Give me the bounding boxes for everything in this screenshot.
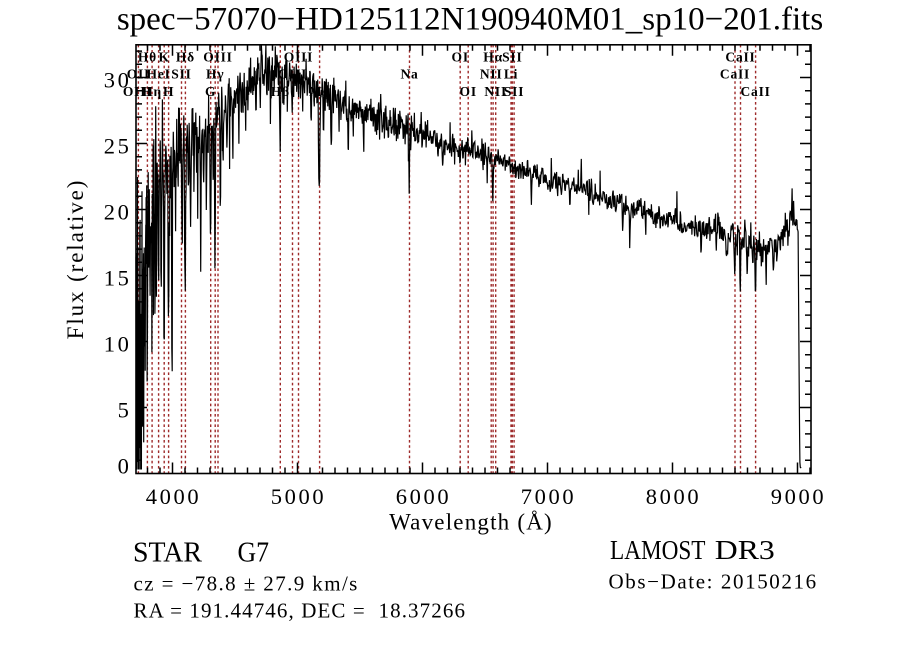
- svg-text:SII: SII: [171, 67, 191, 82]
- svg-text:STAR: STAR: [133, 537, 203, 569]
- svg-text:SII: SII: [504, 84, 524, 99]
- svg-text:5: 5: [118, 397, 132, 422]
- svg-text:Hγ: Hγ: [206, 67, 224, 82]
- svg-text:spec−57070−HD125112N190940M01_: spec−57070−HD125112N190940M01_sp10−201.f…: [117, 1, 823, 37]
- svg-text:25: 25: [104, 133, 132, 158]
- svg-text:20: 20: [104, 199, 132, 224]
- svg-text:DR3: DR3: [715, 535, 775, 565]
- svg-text:OIII: OIII: [278, 67, 307, 82]
- svg-text:4000: 4000: [146, 484, 201, 509]
- svg-text:OI: OI: [452, 50, 469, 65]
- svg-text:Hβ: Hβ: [271, 84, 290, 99]
- svg-text:9000: 9000: [771, 484, 826, 509]
- svg-text:Li: Li: [504, 67, 518, 82]
- svg-text:Wavelength (Å): Wavelength (Å): [389, 510, 553, 535]
- svg-text:10: 10: [104, 331, 132, 356]
- svg-text:OI: OI: [460, 84, 477, 99]
- svg-text:OII: OII: [127, 67, 150, 82]
- svg-text:NII: NII: [484, 84, 507, 99]
- svg-text:NII: NII: [480, 67, 503, 82]
- svg-text:CaII: CaII: [720, 67, 750, 82]
- svg-text:K: K: [159, 50, 170, 65]
- svg-text:Flux (relative): Flux (relative): [63, 179, 88, 340]
- svg-text:RA = 191.44746, DEC = 18.3726: RA = 191.44746, DEC = 18.37266: [134, 599, 467, 623]
- svg-text:OIII: OIII: [203, 50, 232, 65]
- svg-text:Obs−Date: 20150216: Obs−Date: 20150216: [609, 570, 818, 594]
- svg-text:Hη: Hη: [142, 84, 162, 99]
- svg-text:Na: Na: [400, 67, 418, 82]
- svg-text:7000: 7000: [521, 484, 576, 509]
- svg-text:Mg: Mg: [309, 84, 330, 99]
- svg-text:cz = −78.8 ± 27.9 km/s: cz = −78.8 ± 27.9 km/s: [134, 572, 359, 596]
- svg-text:G7: G7: [238, 537, 270, 569]
- svg-text:15: 15: [104, 265, 132, 290]
- svg-text:30: 30: [104, 67, 132, 92]
- svg-text:Hθ: Hθ: [138, 50, 157, 65]
- svg-text:OIII: OIII: [284, 50, 313, 65]
- svg-text:CaII: CaII: [740, 84, 770, 99]
- svg-text:LAMOST: LAMOST: [610, 535, 706, 565]
- svg-text:6000: 6000: [396, 484, 451, 509]
- svg-text:SII: SII: [502, 50, 522, 65]
- svg-text:8000: 8000: [646, 484, 701, 509]
- svg-text:H: H: [163, 84, 174, 99]
- svg-text:5000: 5000: [271, 484, 326, 509]
- svg-text:Hδ: Hδ: [176, 50, 195, 65]
- svg-text:CaII: CaII: [725, 50, 755, 65]
- svg-text:Hα: Hα: [483, 50, 503, 65]
- svg-text:G: G: [205, 84, 216, 99]
- svg-text:HeI: HeI: [147, 67, 171, 82]
- svg-text:OIII: OIII: [123, 84, 152, 99]
- svg-text:0: 0: [118, 454, 132, 479]
